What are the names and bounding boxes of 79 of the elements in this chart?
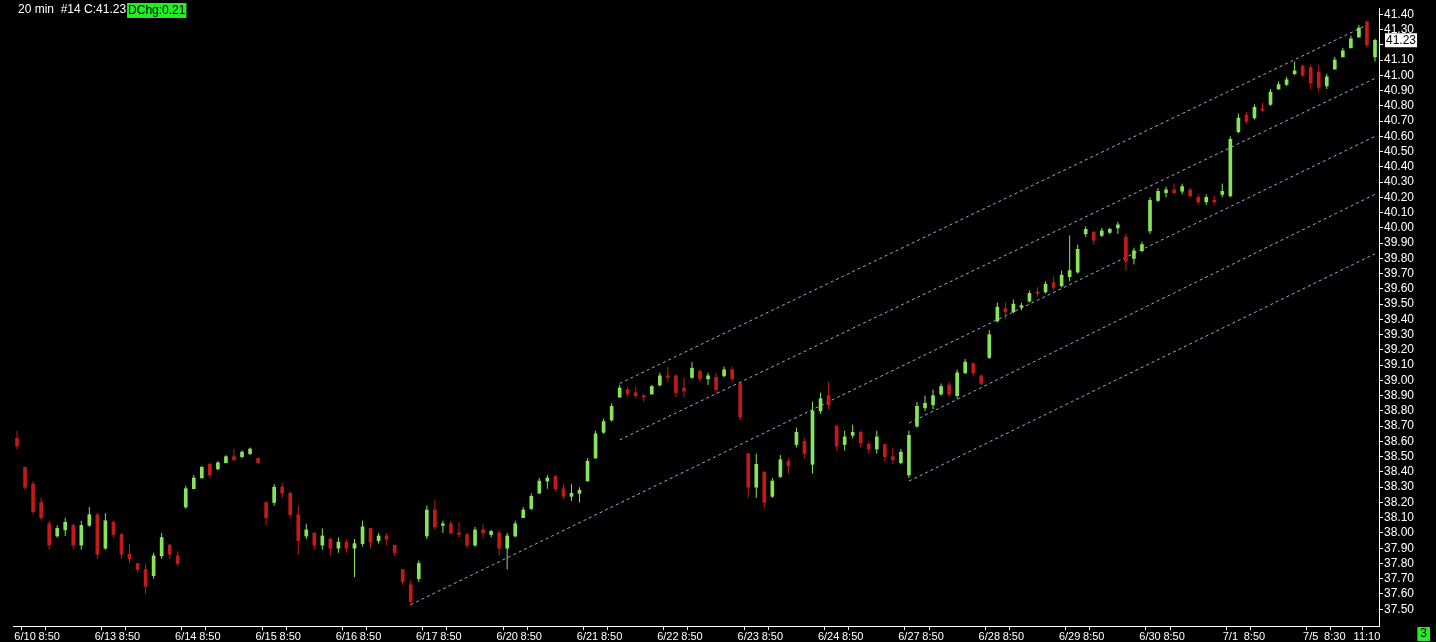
x-tick-label: 8:50 — [38, 629, 60, 642]
x-tick-label: 8:50 — [359, 629, 382, 642]
y-tick-label: 40.90 — [1384, 82, 1415, 97]
y-tick-label: 38.50 — [1384, 448, 1415, 463]
y-tick-label: 39.00 — [1384, 372, 1415, 387]
y-tick-label: 40.20 — [1384, 189, 1415, 204]
y-tick-label: 40.30 — [1384, 174, 1415, 189]
x-tick-label: 8:50 — [118, 629, 141, 642]
candlestick — [979, 373, 984, 386]
x-tick-label: 8:50 — [520, 629, 542, 642]
x-tick-label: 8:30 — [1324, 629, 1346, 642]
x-tick-label: 11:10 — [1353, 629, 1381, 642]
y-tick-label: 40.10 — [1384, 204, 1415, 219]
y-tick-label: 38.40 — [1384, 464, 1415, 479]
y-tick-label: 39.40 — [1384, 311, 1415, 326]
x-tick-label: 6/10 — [14, 629, 36, 642]
x-tick-label: 6/23 — [737, 629, 759, 642]
candlestick — [641, 393, 646, 403]
y-tick-label: 38.20 — [1384, 494, 1415, 509]
x-tick-label: 8:50 — [1083, 629, 1105, 642]
y-tick-label: 38.90 — [1384, 387, 1415, 402]
y-tick-label: 41.10 — [1384, 52, 1415, 67]
text: 41.23 — [1386, 32, 1417, 47]
x-tick-label: 6/20 — [496, 629, 518, 642]
y-tick-label: 37.60 — [1384, 586, 1415, 601]
y-tick-label: 41.00 — [1384, 67, 1415, 82]
x-tick-label: 6/21 — [576, 629, 599, 642]
chart-title: 20 min #14 C:41.23 — [18, 2, 127, 17]
y-tick-label: 40.50 — [1384, 143, 1415, 158]
y-tick-label: 37.70 — [1384, 571, 1415, 586]
y-tick-label: 38.00 — [1384, 525, 1415, 540]
y-tick-label: 38.30 — [1384, 479, 1415, 494]
x-tick-label: 6/24 — [817, 629, 840, 642]
y-tick-label: 38.70 — [1384, 418, 1415, 433]
text: 3 — [1420, 626, 1428, 641]
annotation: DChg:0.21 — [128, 3, 186, 18]
x-tick-label: 7/5 — [1303, 629, 1319, 642]
x-tick-label: 6/17 — [416, 629, 438, 642]
y-tick-label: 38.60 — [1384, 433, 1415, 448]
y-tick-label: 39.10 — [1384, 357, 1415, 372]
y-tick-label: 40.80 — [1384, 98, 1415, 113]
x-tick-label: 6/14 — [175, 629, 197, 642]
x-tick-label: 8:50 — [1163, 629, 1185, 642]
x-tick-label: 6/16 — [335, 629, 358, 642]
y-tick-label: 40.70 — [1384, 113, 1415, 128]
x-tick-label: 8:50 — [681, 629, 703, 642]
x-tick-label: 8:50 — [440, 629, 462, 642]
y-tick-label: 37.50 — [1384, 601, 1415, 616]
x-tick-label: 6/30 — [1139, 629, 1161, 642]
y-tick-label: 39.30 — [1384, 326, 1415, 341]
x-tick-label: 8:50 — [841, 629, 864, 642]
y-tick-label: 39.60 — [1384, 281, 1415, 296]
y-tick-label: 37.90 — [1384, 540, 1415, 555]
x-tick-label: 8:50 — [279, 629, 301, 642]
y-tick-label: 41.40 — [1384, 6, 1415, 21]
x-tick-label: 8:50 — [1243, 629, 1266, 642]
x-tick-label: 8:50 — [761, 629, 784, 642]
x-tick-label: 8:50 — [199, 629, 221, 642]
y-tick-label: 39.70 — [1384, 265, 1415, 280]
x-tick-label: 6/13 — [94, 629, 117, 642]
y-tick-label: 39.80 — [1384, 250, 1415, 265]
x-tick-label: 6/29 — [1058, 629, 1081, 642]
y-tick-label: 37.80 — [1384, 555, 1415, 570]
y-tick-label: 39.50 — [1384, 296, 1415, 311]
y-tick-label: 39.90 — [1384, 235, 1415, 250]
x-tick-label: 6/27 — [898, 629, 920, 642]
x-tick-label: 6/15 — [255, 629, 277, 642]
y-tick-label: 40.60 — [1384, 128, 1415, 143]
y-tick-label: 40.00 — [1384, 220, 1415, 235]
x-tick-label: 6/28 — [978, 629, 1000, 642]
x-tick-label: 8:50 — [1002, 629, 1025, 642]
y-tick-label: 39.20 — [1384, 342, 1415, 357]
x-tick-label: 8:50 — [922, 629, 944, 642]
x-tick-label: 7/1 — [1222, 629, 1238, 642]
y-tick-label: 40.40 — [1384, 159, 1415, 174]
x-tick-label: 8:50 — [600, 629, 623, 642]
y-tick-label: 38.10 — [1384, 510, 1415, 525]
x-tick-label: 6/22 — [657, 629, 679, 642]
y-tick-label: 38.80 — [1384, 403, 1415, 418]
